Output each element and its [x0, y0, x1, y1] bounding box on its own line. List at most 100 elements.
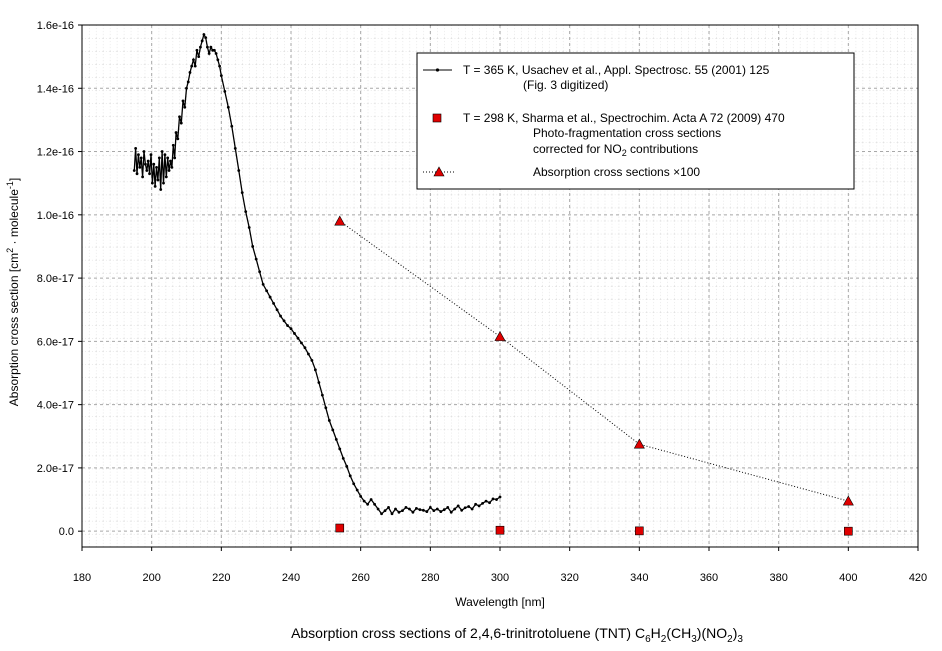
data-point: [303, 346, 307, 350]
data-point: [181, 99, 185, 103]
y-axis: 0.0 2.0e-17 4.0e-17 6.0e-17 8.0e-17 1.0e-16 1.…: [37, 20, 82, 538]
y-tick-label: 6.0e-17: [37, 336, 74, 348]
series-layer: [132, 32, 854, 536]
data-point: [190, 64, 194, 68]
data-point: [170, 165, 174, 169]
data-point: [394, 507, 397, 511]
x-tick-label: 300: [491, 572, 509, 584]
data-point: [134, 146, 138, 150]
data-point: [446, 506, 450, 509]
x-tick-label: 320: [560, 572, 578, 584]
data-point: [432, 509, 436, 513]
x-tick-label: 420: [909, 572, 927, 584]
data-point: [218, 64, 221, 68]
data-point: [397, 510, 401, 514]
data-point: [275, 308, 279, 312]
legend-box: [416, 52, 855, 190]
data-point: [216, 58, 220, 62]
data-point: [212, 48, 216, 52]
x-axis: 180 200 220 240 260 280 300 320 340 360 380 400 420: [73, 547, 927, 584]
data-point: [279, 314, 282, 318]
data-point: [327, 419, 331, 422]
data-point: [460, 508, 464, 512]
data-point: [155, 165, 158, 169]
y-tick-label: 2.0e-17: [37, 463, 74, 475]
data-point: [449, 510, 453, 514]
data-point: [162, 181, 165, 185]
data-point: [179, 121, 183, 125]
data-point: [209, 45, 213, 49]
legend-triangle-marker: [433, 166, 445, 177]
data-point: [341, 457, 345, 460]
data-point: [331, 428, 335, 432]
data-point: [439, 510, 443, 513]
series-line: [339, 220, 849, 502]
data-point-square: [495, 525, 505, 535]
data-point: [286, 324, 289, 327]
x-tick-label: 180: [73, 572, 91, 584]
data-point: [324, 406, 328, 410]
data-point: [491, 497, 495, 501]
data-point: [484, 499, 488, 503]
y-tick-label: 1.6e-16: [37, 20, 74, 32]
data-point: [254, 257, 258, 261]
data-point: [188, 71, 192, 74]
data-point: [258, 270, 262, 274]
data-point: [481, 501, 484, 505]
data-point: [435, 507, 439, 511]
series-3: [334, 215, 854, 506]
data-point: [173, 156, 177, 160]
y-tick-label: 4.0e-17: [37, 400, 74, 412]
data-point: [193, 64, 197, 68]
y-axis-label: Absorption cross section [cm2 · molecule…: [5, 178, 21, 406]
data-point: [159, 188, 163, 191]
data-point: [251, 245, 255, 248]
data-point: [206, 45, 209, 49]
data-point: [495, 498, 498, 501]
data-point: [152, 162, 156, 166]
data-point: [244, 210, 248, 214]
data-point: [401, 509, 404, 513]
data-point: [272, 302, 275, 305]
data-point: [359, 494, 363, 498]
data-point: [307, 352, 310, 356]
data-point: [383, 509, 387, 513]
data-point: [135, 172, 139, 176]
y-tick-label: 8.0e-17: [37, 273, 74, 285]
legend-entry-2-line-2: Photo-fragmentation cross sections: [533, 126, 721, 140]
data-point: [219, 74, 223, 78]
data-point: [498, 495, 502, 499]
data-point: [366, 502, 370, 506]
data-point: [178, 115, 181, 119]
data-point: [390, 512, 394, 516]
data-point: [387, 506, 390, 509]
data-point: [265, 289, 269, 293]
data-point: [453, 507, 457, 511]
x-tick-label: 280: [421, 572, 439, 584]
data-point: [418, 508, 422, 512]
data-point: [176, 137, 180, 141]
data-point: [334, 438, 338, 441]
data-point: [207, 52, 211, 55]
y-tick-label: 1.4e-16: [37, 83, 74, 95]
data-point: [141, 175, 145, 179]
data-point: [145, 169, 149, 172]
chart-caption: Absorption cross sections of 2,4,6-trini…: [291, 625, 743, 645]
data-point: [200, 39, 204, 43]
data-point: [467, 505, 471, 508]
data-point: [247, 226, 251, 229]
data-point: [474, 502, 478, 506]
data-point: [296, 336, 300, 340]
data-point: [408, 507, 411, 511]
data-point: [192, 58, 195, 62]
data-point: [355, 488, 359, 492]
data-point: [167, 169, 171, 172]
legend-entry-1-line-1: T = 365 K, Usachev et al., Appl. Spectro…: [463, 63, 770, 77]
legend-entry-2-line-3: corrected for NO2 contributions: [533, 142, 698, 158]
data-point: [348, 474, 352, 478]
data-point: [149, 153, 153, 157]
x-tick-label: 380: [769, 572, 787, 584]
data-point-square: [844, 526, 853, 536]
y-tick-label: 1.0e-16: [37, 210, 74, 222]
